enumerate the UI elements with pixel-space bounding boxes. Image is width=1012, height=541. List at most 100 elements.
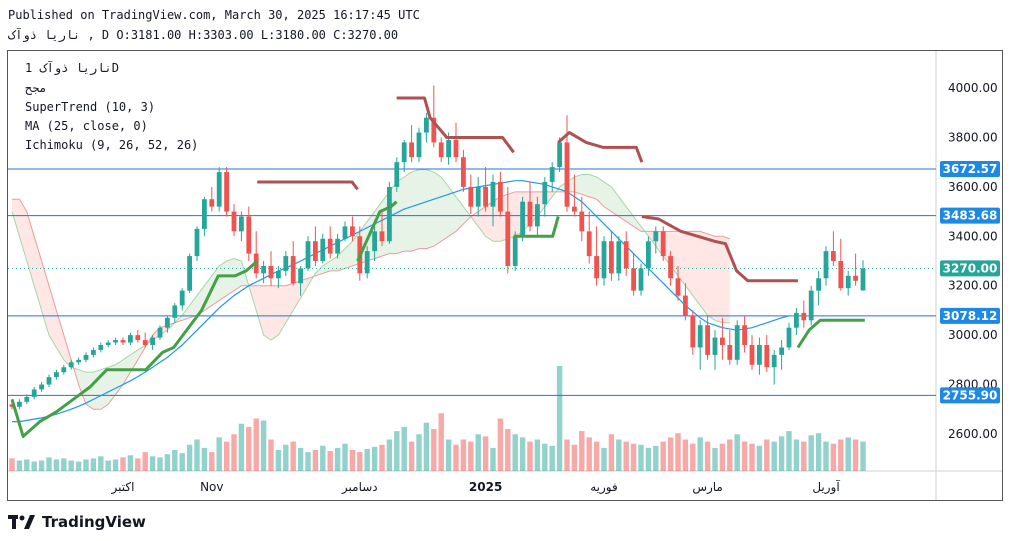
volume-bar <box>734 434 740 471</box>
volume-bar <box>830 443 837 471</box>
volume-bar <box>394 431 400 471</box>
ichimoku-cloud-segment <box>182 305 190 321</box>
candle-body <box>638 268 644 291</box>
volume-bar <box>852 439 859 471</box>
volume-bar <box>660 441 666 471</box>
candle-body <box>845 275 851 289</box>
volume-bar <box>749 443 755 471</box>
ichimoku-cloud-segment <box>685 231 693 296</box>
ichimoku-cloud-segment <box>411 169 419 252</box>
ichimoku-cloud-segment <box>678 231 686 286</box>
ichimoku-cloud-segment <box>256 285 264 336</box>
volume-bar <box>357 452 363 471</box>
volume-bar <box>401 426 407 471</box>
volume-bar <box>297 447 304 471</box>
candle-body <box>31 389 37 397</box>
chart-frame[interactable]: 2600.00 2800.00 3000.00 3200.00 3400.00 3600.… <box>7 50 1003 501</box>
candle-body <box>860 268 866 291</box>
candle-body <box>209 199 215 207</box>
time-tick-label: فوریه <box>590 480 618 495</box>
candle-body <box>224 172 229 212</box>
candle-body <box>808 290 814 321</box>
volume-bar <box>135 458 141 471</box>
ichimoku-cloud-segment <box>293 280 301 311</box>
candle-body <box>631 268 636 291</box>
volume-bar <box>808 435 814 471</box>
volume-bar <box>690 443 696 471</box>
candle-body <box>46 377 52 385</box>
volume-bar <box>423 422 430 471</box>
chart-canvas[interactable]: 2600.002800.003000.003200.003400.003600.… <box>8 51 1002 500</box>
candle-body <box>601 241 607 279</box>
volume-bar <box>75 461 82 471</box>
volume-bar <box>149 456 156 471</box>
candle-body <box>564 142 570 207</box>
volume-bar <box>105 460 111 471</box>
hline-price-tag-bg <box>940 207 1000 224</box>
candle-body <box>298 268 303 284</box>
volume-bar <box>460 439 467 471</box>
volume-bar <box>364 448 370 471</box>
candle-body <box>401 142 407 163</box>
legend-ichimoku[interactable]: Ichimoku (9, 26, 52, 26) <box>25 138 199 152</box>
price-tick-label: 2600.00 <box>948 427 998 441</box>
ichimoku-cloud-segment <box>419 169 427 249</box>
tradingview-logo[interactable]: TradingView <box>8 513 146 531</box>
volume-bar <box>334 447 341 471</box>
candle-body <box>490 181 496 207</box>
hline-price-tag-bg <box>940 307 1000 324</box>
ichimoku-cloud-segment <box>19 199 27 261</box>
volume-bar <box>290 441 296 471</box>
ichimoku-cloud-segment <box>278 285 286 336</box>
legend-ma[interactable]: MA (25, close, 0) <box>25 119 148 133</box>
candle-body <box>68 362 74 368</box>
volume-bar <box>53 459 60 471</box>
candle-body <box>409 142 414 158</box>
volume-bar <box>756 445 763 471</box>
candle-body <box>660 231 666 257</box>
volume-bar <box>68 460 74 471</box>
volume-bar <box>379 444 385 471</box>
candle-body <box>609 241 614 274</box>
volume-bar <box>601 447 607 471</box>
volume-bar <box>675 433 681 471</box>
ichimoku-cloud-segment <box>345 241 353 269</box>
candle-body <box>335 238 340 254</box>
candle-body <box>39 384 44 390</box>
ohlc-line: ناریا ذوآک , D O:3181.00 H:3303.00 L:318… <box>8 28 399 42</box>
candle-body <box>150 337 155 345</box>
volume-bar <box>815 433 822 471</box>
supertrend-line <box>396 96 515 154</box>
candle-body <box>24 396 30 402</box>
volume-bar <box>475 434 481 471</box>
volume-bar <box>61 458 67 471</box>
candle-body <box>512 236 518 266</box>
supertrend-line <box>796 318 865 349</box>
volume-bar <box>46 457 52 471</box>
volume-bar <box>593 441 600 471</box>
volume-bar <box>860 441 866 471</box>
candle-body <box>712 337 718 355</box>
candle-body <box>831 251 836 261</box>
candle-body <box>794 312 799 328</box>
volume-bar <box>512 434 518 471</box>
volume-bar <box>201 447 208 471</box>
legend-supertrend[interactable]: SuperTrend (10, 3) <box>25 100 156 114</box>
candle-body <box>17 401 22 407</box>
candle-body <box>734 325 740 360</box>
candle-body <box>816 278 821 291</box>
legend-symbol: ناریا ذوآک 1D <box>25 61 119 75</box>
tradingview-brand: TradingView <box>42 513 146 531</box>
candle-body <box>379 231 385 242</box>
price-tick-label: 3800.00 <box>948 130 998 144</box>
volume-bar <box>786 431 792 471</box>
volume-bar <box>186 444 193 471</box>
volume-bar <box>845 437 851 471</box>
candle-body <box>527 201 533 227</box>
volume-bar <box>320 445 326 471</box>
ichimoku-cloud-segment <box>404 172 412 252</box>
published-line: Published on TradingView.com, March 30, … <box>8 8 420 22</box>
ichimoku-cloud-segment <box>263 285 271 341</box>
volume-bar <box>416 434 422 471</box>
candle-body <box>283 256 289 271</box>
